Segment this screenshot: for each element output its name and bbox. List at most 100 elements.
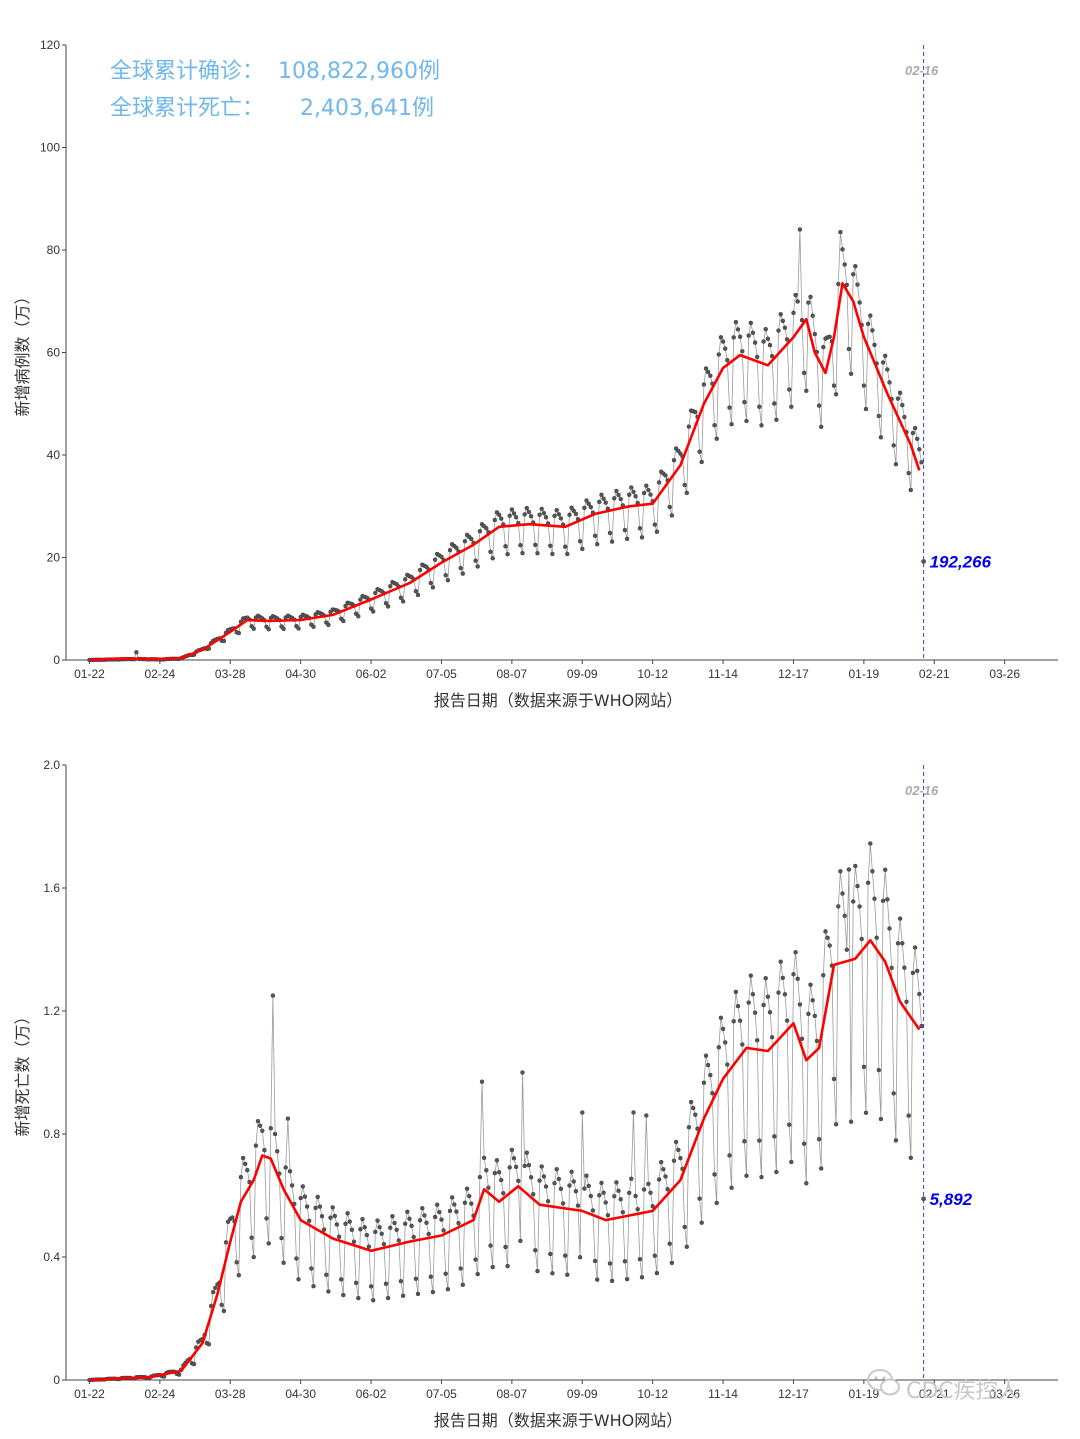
x-tick-label: 06-02 (356, 1387, 387, 1401)
daily-point (616, 1188, 621, 1194)
daily-point (637, 1256, 643, 1262)
daily-point (825, 935, 830, 940)
daily-point (411, 1234, 416, 1240)
daily-point (315, 1194, 320, 1200)
daily-point (392, 1220, 397, 1226)
daily-point (688, 1099, 694, 1105)
daily-point (637, 526, 643, 531)
daily-point (296, 626, 301, 631)
summary-cases: 全球累计确诊： 108,822,960例 (110, 59, 440, 84)
daily-point (605, 1213, 611, 1218)
y-tick-label: 2.0 (43, 758, 60, 772)
daily-point (505, 552, 510, 557)
daily-point (571, 508, 576, 513)
watermark-text: CDC疾控人 (906, 1379, 1020, 1404)
daily-point (712, 423, 717, 428)
daily-point (744, 1173, 749, 1179)
daily-point (880, 360, 886, 365)
daily-point (505, 1263, 510, 1269)
daily-point (737, 334, 743, 339)
x-tick-label: 08-07 (497, 1387, 528, 1401)
daily-point (430, 585, 436, 590)
daily-point (755, 354, 760, 360)
daily-point (612, 496, 617, 501)
daily-point (417, 567, 423, 573)
daily-point (733, 319, 739, 325)
daily-point (206, 1342, 212, 1347)
daily-point (584, 1173, 589, 1178)
x-tick-label: 02-24 (145, 667, 176, 681)
daily-point (251, 626, 256, 631)
daily-point (328, 1215, 333, 1220)
daily-point (403, 577, 408, 582)
daily-point (475, 1271, 480, 1277)
daily-point (865, 321, 871, 327)
daily-point (516, 1178, 521, 1184)
daily-point (595, 1277, 600, 1282)
daily-point (462, 1200, 468, 1206)
daily-point (360, 1216, 365, 1222)
daily-point (311, 1283, 316, 1289)
daily-point (511, 1156, 517, 1161)
daily-point (750, 992, 756, 997)
daily-point (848, 371, 854, 376)
daily-point (371, 609, 376, 614)
daily-point (528, 514, 534, 519)
daily-point (332, 1213, 337, 1219)
daily-point (622, 527, 628, 533)
daily-point (409, 1223, 414, 1229)
daily-point (763, 326, 768, 332)
daily-point (343, 1221, 348, 1227)
daily-point (900, 402, 905, 408)
daily-point (545, 1198, 551, 1204)
daily-point (752, 1010, 758, 1015)
daily-point (473, 558, 478, 563)
daily-point (311, 624, 316, 629)
daily-point (563, 1253, 568, 1258)
daily-point (631, 489, 636, 495)
daily-point (644, 1113, 649, 1118)
daily-point (620, 1210, 625, 1215)
daily-point (588, 504, 593, 510)
daily-point (746, 333, 751, 338)
daily-point (405, 1209, 410, 1215)
daily-point (554, 507, 559, 513)
daily-point (488, 1243, 493, 1248)
daily-point (795, 976, 800, 981)
daily-point (718, 1015, 724, 1020)
daily-point (601, 496, 606, 501)
daily-point (511, 511, 517, 516)
daily-point (876, 1067, 881, 1073)
summary-cases-value: 108,822,960例 (278, 59, 440, 84)
x-tick-label: 03-26 (989, 1387, 1020, 1401)
daily-point (341, 1292, 346, 1298)
daily-point (590, 1208, 596, 1213)
daily-point (134, 650, 139, 655)
daily-point (260, 1128, 265, 1134)
daily-point (458, 1266, 463, 1271)
daily-point (577, 1254, 583, 1260)
daily-point (586, 1183, 591, 1189)
daily-point (449, 1195, 455, 1200)
y-tick-label: 0.8 (43, 1127, 60, 1141)
daily-point (400, 599, 406, 604)
daily-point (541, 510, 547, 516)
daily-point (541, 1174, 547, 1179)
daily-point (782, 325, 788, 330)
daily-point (385, 1295, 391, 1301)
daily-point (641, 490, 647, 496)
daily-point (772, 1134, 777, 1139)
daily-point (752, 340, 758, 345)
daily-point (257, 1123, 263, 1128)
daily-point (678, 1155, 683, 1161)
daily-point (780, 975, 785, 981)
daily-point (341, 618, 346, 624)
summary-deaths-value: 2,403,641例 (300, 96, 434, 121)
daily-point (774, 1169, 779, 1175)
daily-point (582, 505, 587, 511)
daily-point (236, 630, 242, 636)
daily-point (787, 387, 792, 392)
daily-point (729, 422, 734, 427)
daily-point (586, 501, 591, 506)
daily-point (560, 1201, 566, 1206)
